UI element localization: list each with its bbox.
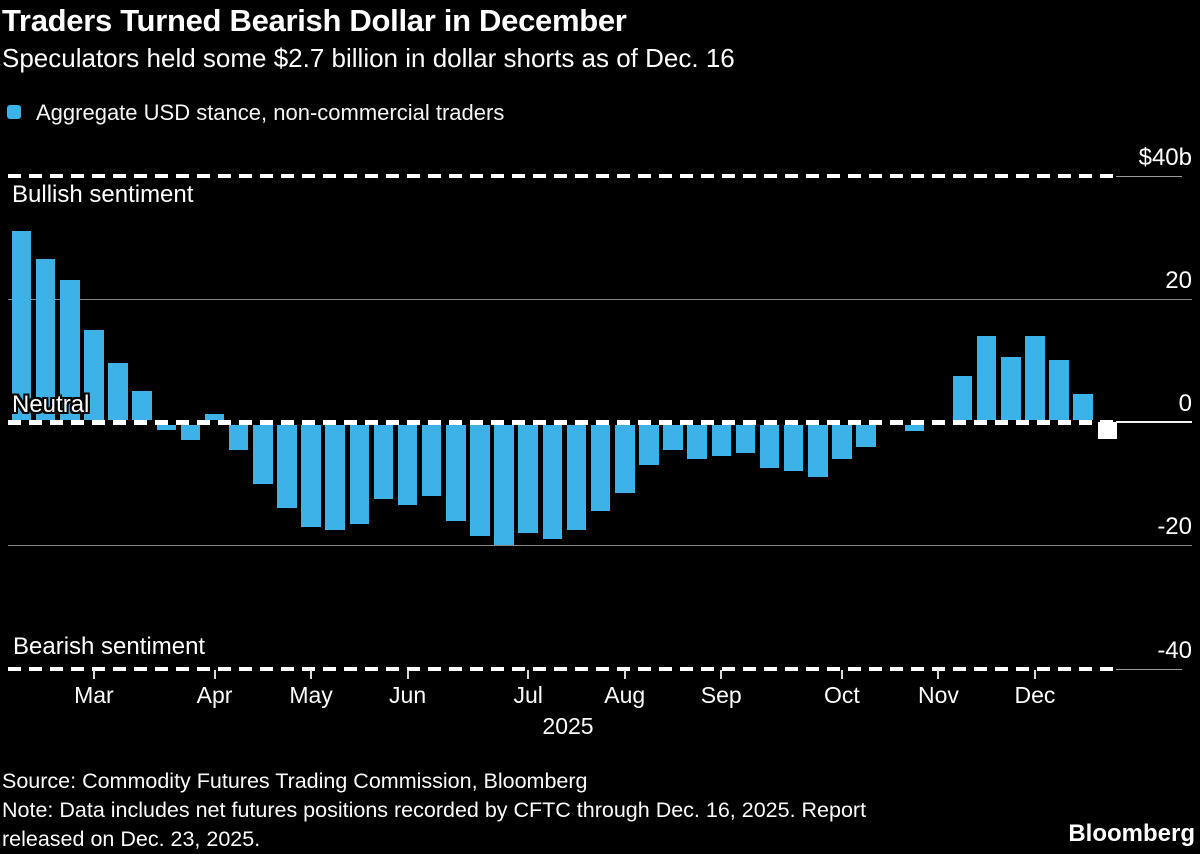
x-tick-Mar — [92, 670, 95, 679]
y-axis-label--40: -40 — [1157, 636, 1192, 664]
zero-axis-dashed-line — [8, 420, 1116, 425]
bar — [590, 422, 611, 512]
bar — [470, 422, 490, 536]
footer: Source: Commodity Futures Trading Commis… — [2, 767, 866, 854]
bar — [1001, 357, 1021, 422]
bar — [639, 422, 659, 466]
bar — [132, 391, 152, 422]
x-axis-label-May: May — [289, 682, 333, 708]
bar — [735, 422, 756, 453]
x-axis-label-Jun: Jun — [389, 682, 427, 708]
guide-line--40 — [8, 666, 1116, 671]
y-axis-label-0: 0 — [1178, 390, 1192, 417]
note-line-2: released on Dec. 23, 2025. — [2, 827, 261, 851]
bar — [1073, 394, 1093, 422]
gridline-20 — [8, 298, 1192, 300]
bar — [759, 422, 780, 469]
bar — [397, 422, 418, 506]
bar — [108, 363, 128, 422]
page-title: Traders Turned Bearish Dollar in Decembe… — [2, 3, 627, 38]
x-tick-Jul — [527, 670, 530, 679]
guide-line-stub--40 — [1116, 668, 1182, 670]
bar — [11, 230, 32, 422]
bar — [325, 422, 345, 530]
bar — [60, 280, 80, 422]
bar — [446, 422, 466, 521]
y-axis-label-20: 20 — [1165, 266, 1192, 294]
y-axis-label-40: $40b — [1138, 143, 1192, 171]
bar — [856, 422, 876, 447]
note-line-1: Note: Data includes net futures position… — [2, 798, 867, 822]
page-subtitle: Speculators held some $2.7 billion in do… — [2, 43, 735, 73]
bar-highlighted — [1097, 422, 1118, 439]
bar — [663, 422, 683, 450]
x-axis-label-Dec: Dec — [1014, 682, 1056, 708]
x-axis-label-Mar: Mar — [74, 682, 114, 708]
bar — [832, 422, 852, 459]
bar — [1025, 335, 1045, 422]
bar — [253, 422, 273, 484]
annotation-bearish-sentiment: Bearish sentiment — [13, 633, 206, 660]
bar — [349, 422, 370, 524]
zero-axis-right-segment — [1116, 421, 1192, 423]
bar — [228, 422, 249, 450]
x-tick-Apr — [213, 670, 216, 679]
legend-label: Aggregate USD stance, non-commercial tra… — [36, 100, 505, 125]
bar — [566, 422, 587, 530]
bloomberg-logo: Bloomberg — [1068, 820, 1195, 847]
bar — [615, 422, 635, 493]
bar — [494, 422, 514, 546]
y-axis-label--20: -20 — [1157, 513, 1192, 541]
x-axis-label-Oct: Oct — [824, 682, 860, 708]
guide-line-40 — [8, 173, 1116, 178]
bar — [1049, 360, 1069, 422]
bar — [180, 422, 201, 441]
x-tick-Nov — [937, 670, 940, 679]
x-tick-Aug — [623, 670, 626, 679]
annotation-bullish-sentiment: Bullish sentiment — [12, 181, 194, 208]
x-tick-Jun — [406, 670, 409, 679]
bar — [687, 422, 707, 459]
bar — [976, 335, 997, 422]
annotation-neutral: Neutral — [12, 391, 90, 418]
bar — [421, 422, 442, 496]
x-axis-year-label: 2025 — [542, 713, 594, 739]
x-tick-May — [310, 670, 313, 679]
bar — [301, 422, 321, 527]
bar — [542, 422, 563, 540]
bar — [373, 422, 394, 500]
x-axis-label-Aug: Aug — [604, 682, 646, 708]
x-axis-label-Apr: Apr — [196, 682, 233, 708]
bar — [84, 329, 104, 422]
x-tick-Oct — [840, 670, 843, 679]
bar — [783, 422, 804, 472]
bar — [518, 422, 538, 533]
guide-line-stub-40 — [1116, 175, 1182, 177]
bar — [156, 422, 177, 430]
bar — [711, 422, 732, 456]
bar — [277, 422, 297, 509]
bar — [952, 375, 973, 422]
bar — [35, 258, 56, 422]
x-axis-label-Nov: Nov — [917, 682, 959, 708]
x-axis-label-Sep: Sep — [700, 682, 742, 708]
x-tick-Sep — [720, 670, 723, 679]
x-tick-Dec — [1033, 670, 1036, 679]
bar — [204, 413, 225, 422]
legend-swatch-icon — [7, 105, 21, 119]
bar — [904, 422, 925, 432]
source-line: Source: Commodity Futures Trading Commis… — [2, 769, 588, 793]
gridline--20 — [8, 545, 1192, 547]
x-axis-label-Jul: Jul — [513, 682, 543, 708]
bar — [808, 422, 828, 478]
